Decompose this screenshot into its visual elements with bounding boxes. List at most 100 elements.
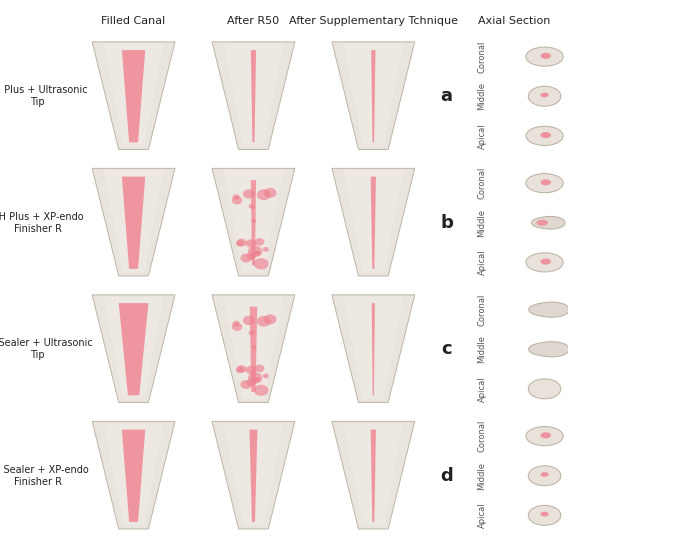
- Ellipse shape: [245, 366, 256, 374]
- Ellipse shape: [528, 379, 561, 399]
- Ellipse shape: [254, 258, 269, 270]
- Ellipse shape: [263, 247, 269, 252]
- Ellipse shape: [526, 427, 563, 446]
- Ellipse shape: [540, 512, 549, 516]
- Polygon shape: [223, 423, 284, 525]
- Ellipse shape: [540, 92, 549, 97]
- Ellipse shape: [236, 367, 244, 373]
- Ellipse shape: [255, 251, 260, 255]
- Ellipse shape: [232, 196, 242, 205]
- Text: d: d: [440, 467, 453, 485]
- Ellipse shape: [248, 246, 262, 257]
- Text: After R50: After R50: [227, 16, 279, 26]
- Ellipse shape: [236, 240, 244, 246]
- Ellipse shape: [232, 323, 242, 331]
- Ellipse shape: [264, 314, 277, 324]
- Ellipse shape: [251, 219, 256, 223]
- Ellipse shape: [248, 372, 262, 383]
- Ellipse shape: [255, 238, 264, 246]
- Ellipse shape: [249, 204, 255, 209]
- Ellipse shape: [255, 365, 264, 372]
- Polygon shape: [122, 177, 145, 269]
- Ellipse shape: [526, 126, 563, 145]
- Text: Middle: Middle: [477, 82, 486, 110]
- Text: Middle: Middle: [477, 336, 486, 363]
- Polygon shape: [251, 180, 256, 265]
- Text: Coronal: Coronal: [477, 420, 486, 452]
- Polygon shape: [103, 170, 164, 272]
- Polygon shape: [371, 430, 376, 522]
- Ellipse shape: [528, 505, 561, 525]
- Ellipse shape: [540, 53, 551, 59]
- Text: Filled Canal: Filled Canal: [101, 16, 166, 26]
- Polygon shape: [372, 303, 375, 395]
- Ellipse shape: [251, 345, 256, 349]
- Polygon shape: [343, 423, 403, 525]
- Polygon shape: [371, 50, 375, 142]
- Polygon shape: [223, 296, 284, 399]
- Text: Apical: Apical: [477, 503, 486, 528]
- Polygon shape: [532, 216, 565, 229]
- Ellipse shape: [247, 379, 256, 386]
- Polygon shape: [212, 168, 295, 276]
- Polygon shape: [332, 168, 414, 276]
- Text: Coronal: Coronal: [477, 167, 486, 199]
- Ellipse shape: [536, 219, 548, 226]
- Text: After Supplementary Tchnique: After Supplementary Tchnique: [289, 16, 458, 26]
- Ellipse shape: [233, 321, 240, 326]
- Ellipse shape: [242, 316, 255, 325]
- Ellipse shape: [237, 365, 247, 373]
- Text: Apical: Apical: [477, 250, 486, 275]
- Polygon shape: [332, 295, 414, 403]
- Text: BC Sealer + Ultrasonic
Tip: BC Sealer + Ultrasonic Tip: [0, 338, 93, 360]
- Polygon shape: [250, 307, 257, 392]
- Text: Axial Section: Axial Section: [477, 16, 550, 26]
- Text: AH Plus + XP-endo
Finisher R: AH Plus + XP-endo Finisher R: [0, 212, 84, 234]
- Text: Coronal: Coronal: [477, 41, 486, 73]
- Polygon shape: [92, 295, 175, 403]
- Polygon shape: [92, 421, 175, 529]
- Ellipse shape: [240, 254, 252, 262]
- Polygon shape: [223, 170, 284, 272]
- Text: Apical: Apical: [477, 123, 486, 148]
- Ellipse shape: [528, 466, 561, 486]
- Text: BC Sealer + XP-endo
Finisher R: BC Sealer + XP-endo Finisher R: [0, 465, 88, 487]
- Text: Apical: Apical: [477, 376, 486, 402]
- Ellipse shape: [254, 384, 269, 396]
- Ellipse shape: [540, 179, 551, 185]
- Polygon shape: [212, 295, 295, 403]
- Polygon shape: [119, 303, 149, 395]
- Ellipse shape: [257, 316, 271, 327]
- Polygon shape: [332, 42, 414, 150]
- Ellipse shape: [540, 132, 551, 138]
- Text: c: c: [441, 340, 452, 358]
- Text: a: a: [440, 87, 453, 105]
- Ellipse shape: [263, 373, 269, 378]
- Polygon shape: [343, 296, 403, 399]
- Ellipse shape: [242, 189, 255, 199]
- Ellipse shape: [526, 253, 563, 272]
- Polygon shape: [92, 168, 175, 276]
- Polygon shape: [529, 302, 569, 317]
- Polygon shape: [103, 296, 164, 399]
- Ellipse shape: [540, 432, 551, 438]
- Ellipse shape: [540, 258, 551, 265]
- Polygon shape: [223, 43, 284, 146]
- Polygon shape: [212, 421, 295, 529]
- Polygon shape: [103, 43, 164, 146]
- Text: Coronal: Coronal: [477, 294, 486, 326]
- Ellipse shape: [240, 380, 252, 389]
- Polygon shape: [103, 423, 164, 525]
- Ellipse shape: [233, 194, 240, 200]
- Ellipse shape: [245, 239, 256, 248]
- Text: AH Plus + Ultrasonic
Tip: AH Plus + Ultrasonic Tip: [0, 85, 88, 107]
- Ellipse shape: [528, 86, 561, 106]
- Ellipse shape: [540, 472, 549, 477]
- Polygon shape: [212, 42, 295, 150]
- Polygon shape: [122, 430, 145, 522]
- Ellipse shape: [526, 174, 563, 192]
- Polygon shape: [343, 170, 403, 272]
- Polygon shape: [92, 42, 175, 150]
- Ellipse shape: [247, 252, 256, 260]
- Polygon shape: [251, 50, 256, 142]
